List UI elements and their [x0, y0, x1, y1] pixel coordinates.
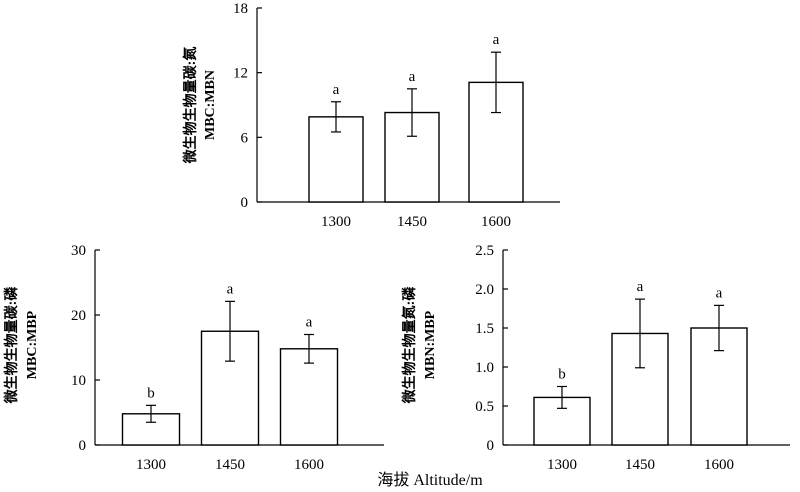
y-tick-label: 2.5: [475, 243, 494, 259]
significance-letter: b: [558, 367, 566, 383]
y-tick-label: 2.0: [475, 282, 494, 298]
x-tick-label: 1450: [397, 214, 427, 230]
y-tick-label: 0: [241, 195, 249, 211]
significance-letter: a: [333, 82, 340, 98]
y-tick-label: 1.0: [475, 360, 494, 376]
significance-letter: a: [637, 279, 644, 295]
x-tick-label: 1300: [136, 457, 166, 473]
y-tick-label: 20: [71, 308, 86, 324]
significance-letter: a: [716, 285, 723, 301]
y-axis-label-en: MBN:MBP: [423, 310, 438, 379]
y-axis-label-cn: 微生物生物量碳:磷: [3, 286, 20, 405]
y-tick-label: 0: [79, 438, 87, 454]
chart-panel-mbc-mbp: 0 10 20 30 b 1300 a 1450 a 1600 微生物生物量碳:磷 MBC:MBP: [3, 243, 384, 473]
y-axis-label-en: MBC:MBN: [203, 70, 218, 140]
significance-letter: b: [147, 385, 155, 401]
x-tick-label: 1300: [547, 457, 577, 473]
y-axis-label-cn: 微生物生物量碳:氮: [182, 47, 199, 165]
significance-letter: a: [493, 32, 500, 48]
significance-letter: a: [227, 281, 234, 297]
x-tick-label: 1450: [215, 457, 245, 473]
y-tick-label: 10: [71, 373, 86, 389]
y-tick-label: 30: [71, 243, 86, 259]
y-tick-label: 18: [233, 1, 248, 17]
y-tick-label: 0.5: [475, 399, 494, 415]
y-axis-label-cn: 微生物生物量氮:磷: [401, 286, 418, 405]
chart-panel-mbn-mbp: 0 0.5 1.0 1.5 2.0 2.5 b 1300 a 1450 a 1600 微生物生物量氮:磷…: [401, 243, 790, 473]
x-tick-label: 1600: [704, 457, 734, 473]
chart-panel-mbc-mbn: 0 6 12 18 a 1300 a 1450 a 1600 微生物生物量碳:氮 MBC:MBN: [182, 1, 560, 230]
x-tick-label: 1300: [321, 214, 351, 230]
y-tick-label: 0: [487, 438, 495, 454]
significance-letter: a: [306, 315, 313, 331]
y-tick-label: 1.5: [475, 321, 494, 337]
x-axis-label: 海拔 Altitude/m: [377, 471, 483, 489]
x-tick-label: 1450: [625, 457, 655, 473]
y-tick-label: 12: [233, 66, 248, 82]
x-tick-label: 1600: [294, 457, 324, 473]
y-tick-label: 6: [241, 130, 249, 146]
x-tick-label: 1600: [481, 214, 511, 230]
bar: [279, 348, 339, 446]
y-axis-label-en: MBC:MBP: [25, 310, 40, 379]
significance-letter: a: [409, 69, 416, 85]
